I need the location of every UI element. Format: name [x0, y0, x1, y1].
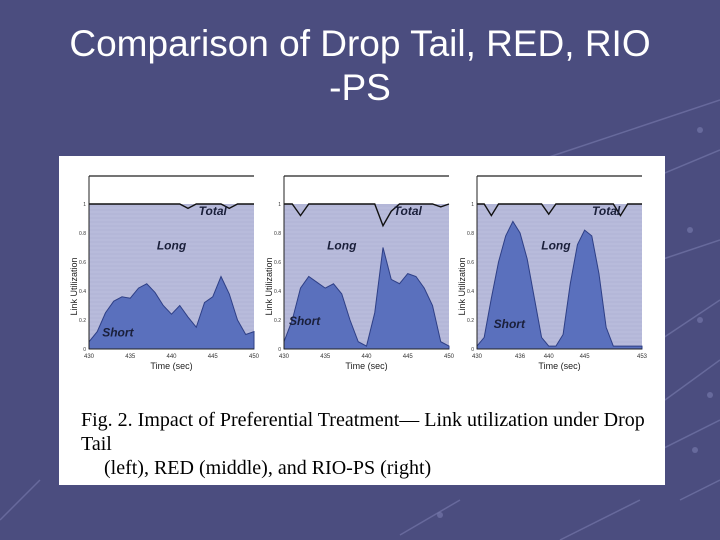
x-tick-label: 440: [544, 354, 555, 360]
series-label-long: Long: [541, 239, 571, 253]
y-tick-label: 1: [471, 202, 474, 208]
x-tick-label: 435: [320, 354, 331, 360]
short-series-area: [88, 275, 255, 350]
x-tick-label: 435: [125, 354, 136, 360]
x-tick-label: 453: [637, 354, 648, 360]
y-axis-label: Link Utilization: [69, 257, 79, 315]
x-tick-label: 430: [84, 354, 95, 360]
y-tick-label: 1: [83, 202, 86, 208]
y-tick-label: 0.8: [274, 231, 281, 237]
figure-panel: 0 0.2 0.4 0.6 0.8 1 430 435 440 445 450 Time (sec) L…: [59, 156, 665, 485]
slide-title-line1: Comparison of Drop Tail, RED, RIO: [69, 23, 651, 64]
y-tick-label: 0.2: [274, 318, 281, 324]
series-label-long: Long: [327, 239, 357, 253]
y-tick-label: 0: [278, 347, 281, 353]
x-tick-label: 445: [208, 354, 219, 360]
caption-line2: (left), RED (middle), and RIO-PS (right): [104, 457, 432, 479]
chart-1: 0 0.2 0.4 0.6 0.8 1 430 435 440 445 450 Time (sec) L…: [69, 175, 260, 371]
short-series-area: [283, 247, 450, 350]
series-label-long: Long: [157, 239, 187, 253]
x-axis-label: Time (sec): [345, 361, 387, 371]
series-label-short: Short: [289, 314, 321, 328]
y-tick-label: 0.8: [467, 231, 474, 237]
slide-title-line2: -PS: [329, 67, 391, 108]
x-tick-label: 445: [580, 354, 591, 360]
y-axis-label: Link Utilization: [457, 257, 467, 315]
x-tick-label: 445: [403, 354, 414, 360]
x-tick-label: 430: [279, 354, 290, 360]
x-tick-label: 450: [249, 354, 260, 360]
y-tick-label: 0.6: [274, 260, 281, 266]
y-tick-label: 0.4: [467, 289, 474, 295]
total-series-line: [477, 203, 642, 217]
y-tick-label: 0: [471, 347, 474, 353]
plot-top-band: [284, 176, 449, 204]
x-tick-label: 450: [444, 354, 455, 360]
series-label-short: Short: [102, 326, 134, 340]
chart-2: 0 0.2 0.4 0.6 0.8 1 430 435 440 445 450 Time (sec) L…: [264, 175, 455, 371]
x-axis-label: Time (sec): [150, 361, 192, 371]
plot-top-band: [477, 176, 642, 204]
slide-title: Comparison of Drop Tail, RED, RIO -PS: [0, 22, 720, 110]
chart-3: 0 0.2 0.4 0.6 0.8 1 430 436 440 445 453 Time (sec) L…: [457, 175, 648, 371]
series-label-total: Total: [394, 204, 423, 218]
charts-canvas: 0 0.2 0.4 0.6 0.8 1 430 435 440 445 450 Time (sec) L…: [69, 175, 648, 371]
x-tick-label: 436: [515, 354, 526, 360]
caption-line1: Fig. 2. Impact of Preferential Treatment…: [81, 409, 645, 455]
y-tick-label: 1: [278, 202, 281, 208]
y-tick-label: 0.4: [274, 289, 281, 295]
x-axis-label: Time (sec): [538, 361, 580, 371]
y-tick-label: 0.2: [467, 318, 474, 324]
y-tick-label: 0.2: [79, 318, 86, 324]
series-label-total: Total: [199, 204, 228, 218]
figure-caption: Fig. 2. Impact of Preferential Treatment…: [81, 408, 656, 480]
y-axis-label: Link Utilization: [264, 257, 274, 315]
y-tick-label: 0: [83, 347, 86, 353]
x-tick-label: 430: [472, 354, 483, 360]
series-label-short: Short: [494, 317, 526, 331]
short-series-area: [476, 220, 643, 350]
y-tick-label: 0.8: [79, 231, 86, 237]
total-series-line: [284, 203, 450, 228]
total-series-line: [89, 203, 254, 210]
x-tick-label: 440: [166, 354, 177, 360]
x-tick-label: 440: [361, 354, 372, 360]
plot-top-band: [89, 176, 254, 204]
y-tick-label: 0.6: [79, 260, 86, 266]
y-tick-label: 0.6: [467, 260, 474, 266]
series-label-total: Total: [592, 204, 621, 218]
y-tick-label: 0.4: [79, 289, 86, 295]
